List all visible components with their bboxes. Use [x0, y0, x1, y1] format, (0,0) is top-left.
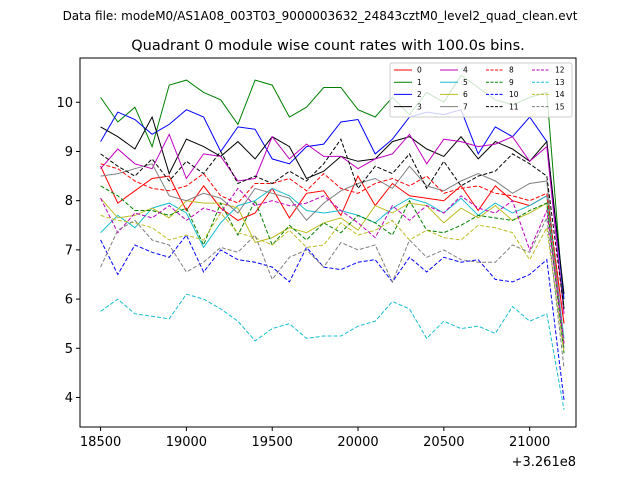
- series-line-9: [100, 185, 565, 354]
- series-line-14: [100, 212, 565, 354]
- series-line-10: [100, 234, 565, 400]
- series-line-13: [100, 293, 565, 410]
- legend-label-0: 0: [417, 66, 422, 75]
- x-tick-label: 19000: [166, 435, 207, 450]
- series-line-2: [100, 109, 565, 300]
- series-line-11: [100, 138, 565, 309]
- series-line-7: [100, 163, 565, 349]
- legend-label-8: 8: [509, 66, 514, 75]
- y-tick-label: 7: [65, 243, 73, 258]
- legend-label-13: 13: [555, 78, 565, 87]
- y-tick-label: 4: [65, 391, 73, 406]
- legend-label-15: 15: [555, 102, 565, 111]
- legend-label-7: 7: [463, 102, 468, 111]
- series-line-8: [100, 163, 565, 324]
- axes: 18500 19000 19500 20000 20500 21000 4 5 6 7 8 9 10: [56, 96, 550, 450]
- legend-label-6: 6: [463, 90, 468, 99]
- legend-label-3: 3: [417, 102, 422, 111]
- series-line-5: [100, 187, 565, 339]
- y-tick-label: 10: [56, 96, 73, 111]
- y-tick-label: 5: [65, 342, 73, 357]
- y-tick-label: 8: [65, 194, 73, 209]
- series-line-0: [100, 165, 565, 324]
- x-tick-label: 18500: [80, 435, 121, 450]
- legend-label-9: 9: [509, 78, 514, 87]
- series-line-4: [100, 133, 565, 314]
- legend-label-2: 2: [417, 90, 422, 99]
- x-tick-label: 19500: [252, 435, 293, 450]
- x-tick-label: 20500: [423, 435, 464, 450]
- series-group: [100, 74, 565, 410]
- series-line-6: [100, 197, 565, 344]
- y-tick-label: 6: [65, 293, 73, 308]
- y-tick-label: 9: [65, 145, 73, 160]
- legend-label-12: 12: [555, 66, 565, 75]
- x-tick-label: 20000: [337, 435, 378, 450]
- x-offset-label: +3.261e8: [512, 455, 576, 470]
- legend-label-14: 14: [555, 90, 565, 99]
- legend-label-10: 10: [509, 90, 519, 99]
- legend-label-1: 1: [417, 78, 422, 87]
- legend-label-4: 4: [463, 66, 468, 75]
- legend-label-11: 11: [509, 102, 519, 111]
- plot-frame: [79, 57, 577, 428]
- suptitle: Data file: modeM0/AS1A08_003T03_90000036…: [63, 9, 578, 23]
- x-tick-label: 21000: [509, 435, 550, 450]
- chart-title: Quadrant 0 module wise count rates with …: [131, 38, 525, 54]
- series-line-12: [100, 187, 565, 344]
- legend-box: [389, 62, 573, 118]
- series-line-15: [100, 216, 565, 369]
- legend-label-5: 5: [463, 78, 468, 87]
